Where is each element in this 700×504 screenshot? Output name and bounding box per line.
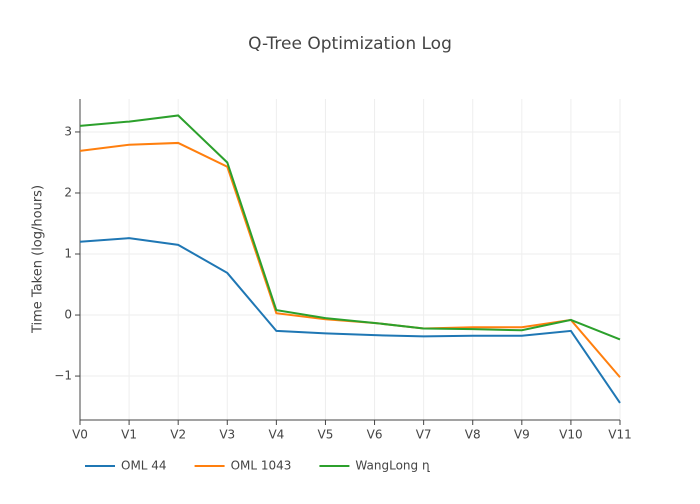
legend-label: WangLong ղ [355,459,430,473]
x-tick-label: V9 [514,428,530,442]
y-axis-title: Time Taken (log/hours) [31,185,46,334]
x-tick-label: V2 [170,428,186,442]
legend-label: OML 1043 [231,459,292,473]
data-line [79,141,621,378]
x-tick-label: V3 [219,428,235,442]
x-tick-label: V0 [72,428,88,442]
x-tick-label: V7 [416,428,432,442]
y-tick-label: 3 [64,124,72,138]
y-tick-label: 2 [64,185,72,199]
data-line [79,237,621,404]
x-tick-label: V1 [121,428,137,442]
legend-label: OML 44 [121,459,167,473]
x-tick-label: V11 [608,428,631,442]
y-tick-label: 1 [64,247,72,261]
x-tick-label: V4 [268,428,284,442]
x-tick-label: V6 [367,428,383,442]
y-tick-label: 0 [64,308,72,322]
x-tick-label: V5 [318,428,334,442]
x-tick-label: V10 [559,428,582,442]
chart-title: Q-Tree Optimization Log [248,34,452,54]
x-tick-label: V8 [465,428,481,442]
y-tick-label: −1 [54,369,72,383]
data-line [79,114,621,341]
